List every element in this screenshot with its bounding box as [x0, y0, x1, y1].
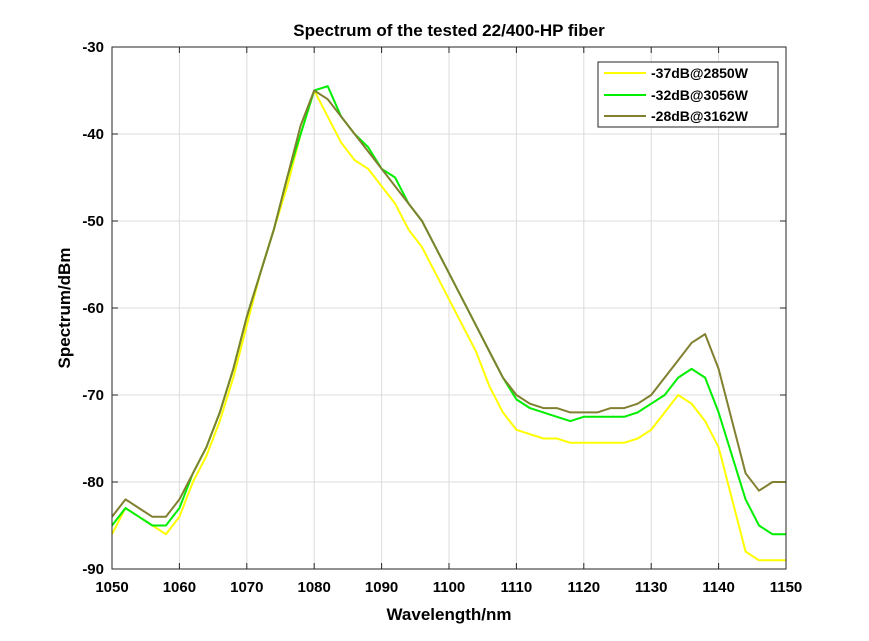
chart-title: Spectrum of the tested 22/400-HP fiber	[293, 21, 605, 40]
x-tick-label: 1100	[433, 579, 466, 596]
legend: -37dB@2850W -32dB@3056W -28dB@3162W	[597, 61, 779, 128]
legend-label-28db: -28dB@3162W	[651, 108, 749, 124]
x-tick-label: 1110	[501, 579, 533, 596]
y-axis-ticks: -90 -80 -70 -60 -50 -40 -30	[82, 39, 786, 578]
x-tick-label: 1140	[702, 579, 735, 596]
y-tick-label: -80	[82, 474, 104, 491]
legend-label-37db: -37dB@2850W	[651, 65, 749, 81]
x-tick-label: 1120	[568, 579, 601, 596]
series-line-0	[111, 89, 786, 562]
series-lines	[111, 85, 786, 562]
x-axis-ticks: 1050 1060 1070 1080 1090 1100 1110 1120 1130 1140…	[95, 47, 802, 596]
x-tick-label: 1050	[95, 579, 128, 596]
y-tick-label: -30	[82, 39, 104, 56]
y-tick-label: -50	[82, 213, 104, 230]
plot-frame	[111, 46, 787, 570]
legend-label-32db: -32dB@3056W	[651, 87, 749, 103]
y-axis-label: Spectrum/dBm	[55, 248, 74, 369]
x-tick-label: 1150	[770, 579, 803, 596]
y-tick-label: -60	[82, 300, 104, 317]
y-tick-label: -90	[82, 561, 104, 578]
x-tick-label: 1070	[230, 579, 263, 596]
x-tick-label: 1060	[163, 579, 196, 596]
x-tick-label: 1090	[365, 579, 398, 596]
y-tick-label: -40	[82, 126, 104, 143]
x-tick-label: 1080	[298, 579, 331, 596]
x-axis-label: Wavelength/nm	[387, 605, 512, 624]
x-tick-label: 1130	[635, 579, 668, 596]
y-tick-label: -70	[82, 387, 104, 404]
series-line-2	[111, 89, 786, 518]
